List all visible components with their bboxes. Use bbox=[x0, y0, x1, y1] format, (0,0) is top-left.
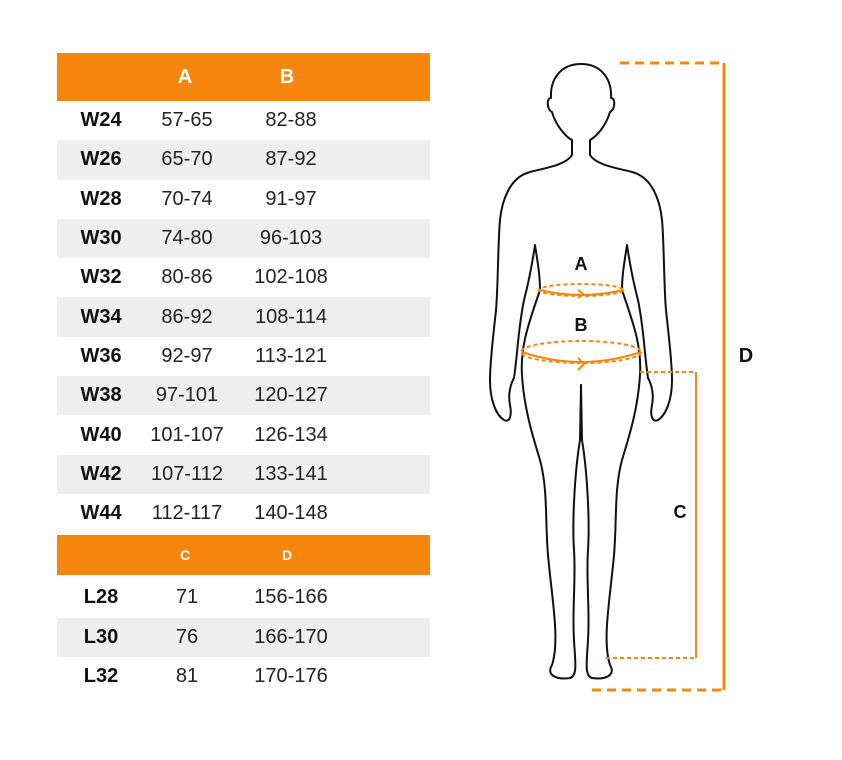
measurement-cell: 65-70 bbox=[161, 148, 213, 171]
header-waist-hips: A B bbox=[57, 53, 430, 101]
height-measure-d bbox=[592, 61, 726, 692]
table-row: W34 86-92 108-114 bbox=[57, 297, 430, 337]
body-measurement-figure: A B C D bbox=[489, 61, 753, 692]
measurement-cell: 113-121 bbox=[255, 344, 327, 367]
measurement-cell: 91-97 bbox=[265, 187, 317, 210]
size-label: W40 bbox=[80, 423, 122, 446]
measurement-cell: 170-176 bbox=[254, 665, 328, 687]
measurement-cell: 70-74 bbox=[161, 187, 213, 210]
measurement-cell: 112-117 bbox=[151, 502, 223, 525]
size-table: A B W24 57-65 82-88 W26 65-70 87-92 W28 70-74 91… bbox=[57, 53, 430, 696]
size-label: W30 bbox=[80, 227, 122, 250]
measurement-cell: 76 bbox=[175, 625, 199, 648]
measurement-cell: 81 bbox=[175, 665, 199, 687]
measurement-cell: 133-141 bbox=[254, 462, 328, 485]
measurement-cell: 97-101 bbox=[155, 384, 219, 407]
measurement-cell: 82-88 bbox=[265, 109, 317, 132]
measurement-cell: 101-107 bbox=[150, 423, 224, 446]
size-label: L28 bbox=[83, 586, 119, 609]
header-a: A bbox=[177, 65, 193, 88]
measurement-cell: 166-170 bbox=[254, 625, 328, 648]
hip-measure-b: B bbox=[520, 315, 642, 371]
size-label: W24 bbox=[80, 109, 122, 132]
waist-measure-a: A bbox=[538, 254, 624, 299]
measurement-cell: 126-134 bbox=[254, 423, 328, 446]
header-b: B bbox=[279, 65, 295, 88]
measurement-cell: 140-148 bbox=[254, 502, 328, 525]
measurement-cell: 71 bbox=[175, 586, 199, 609]
size-label: W42 bbox=[80, 462, 122, 485]
measurement-cell: 87-92 bbox=[265, 148, 317, 171]
measurement-cell: 102-108 bbox=[254, 266, 328, 289]
table-row: L30 76 166-170 bbox=[57, 617, 430, 657]
table-row: W28 70-74 91-97 bbox=[57, 180, 430, 219]
measurement-cell: 96-103 bbox=[259, 227, 323, 250]
table-row: W24 57-65 82-88 bbox=[57, 101, 430, 140]
table-row: W30 74-80 96-103 bbox=[57, 218, 430, 259]
table-row: W36 92-97 113-121 bbox=[57, 337, 430, 376]
measurement-cell: 120-127 bbox=[254, 384, 328, 407]
inseam-measure-c bbox=[606, 371, 697, 659]
size-label: W36 bbox=[80, 344, 122, 367]
header-c: C bbox=[179, 547, 191, 564]
table-row: L28 71 156-166 bbox=[57, 578, 430, 617]
size-label: W44 bbox=[80, 502, 122, 525]
length-rows: L28 71 156-166 L30 76 166-170 L32 81 170-176 bbox=[57, 578, 430, 696]
measurement-cell: 156-166 bbox=[254, 586, 328, 609]
body-outline-icon bbox=[489, 63, 673, 680]
measurement-cell: 108-114 bbox=[255, 305, 327, 328]
label-b: B bbox=[575, 315, 588, 335]
size-label: L30 bbox=[83, 625, 119, 648]
measurement-cell: 92-97 bbox=[161, 344, 213, 367]
header-d: D bbox=[281, 547, 293, 564]
measurement-cell: 80-86 bbox=[161, 266, 213, 289]
header-length: C D bbox=[57, 535, 430, 576]
table-row: L32 81 170-176 bbox=[57, 657, 430, 696]
label-d: D bbox=[739, 345, 753, 367]
table-row: W42 107-112 133-141 bbox=[57, 454, 430, 494]
table-row: W26 65-70 87-92 bbox=[57, 140, 430, 180]
size-label: W28 bbox=[80, 187, 122, 210]
label-c: C bbox=[674, 502, 687, 522]
table-row: W32 80-86 102-108 bbox=[57, 258, 430, 297]
measurement-cell: 57-65 bbox=[161, 109, 213, 132]
table-row: W44 112-117 140-148 bbox=[57, 494, 430, 533]
measurement-cell: 107-112 bbox=[151, 462, 223, 485]
table-row: W38 97-101 120-127 bbox=[57, 376, 430, 416]
size-label: L32 bbox=[83, 665, 119, 687]
waist-rows: W24 57-65 82-88 W26 65-70 87-92 W28 70-74 91-97 W… bbox=[57, 101, 430, 533]
table-row: W40 101-107 126-134 bbox=[57, 415, 430, 454]
label-a: A bbox=[575, 254, 588, 274]
measurement-cell: 74-80 bbox=[161, 227, 213, 250]
size-label: W34 bbox=[80, 305, 122, 328]
size-label: W32 bbox=[80, 266, 122, 289]
size-label: W38 bbox=[80, 384, 122, 407]
size-label: W26 bbox=[80, 148, 122, 171]
measurement-cell: 86-92 bbox=[161, 305, 213, 328]
